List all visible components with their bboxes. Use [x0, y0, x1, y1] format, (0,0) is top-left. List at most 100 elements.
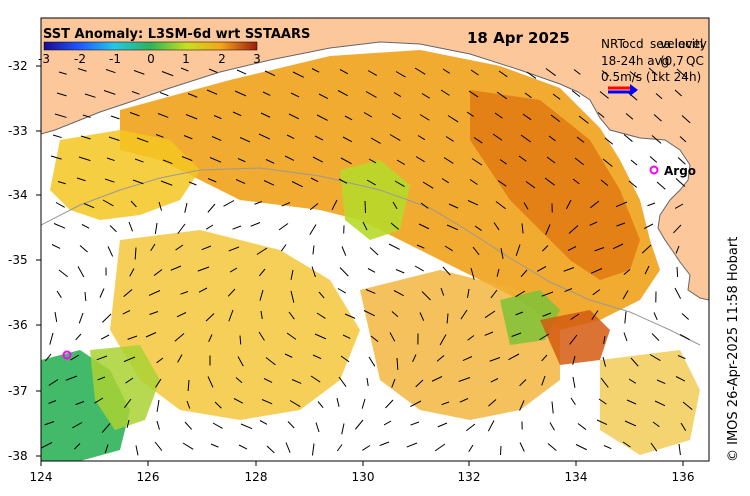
- argo-label: Argo: [664, 164, 696, 178]
- velocity-arrow: [440, 287, 445, 296]
- velocity-arrow: [466, 288, 470, 298]
- velocity-arrow: [260, 310, 263, 319]
- velocity-arrow: [370, 335, 379, 342]
- velocity-arrow: [58, 269, 68, 278]
- velocity-arrow: [594, 247, 605, 252]
- velocity-arrow: [212, 422, 223, 429]
- velocity-arrow: [551, 401, 554, 414]
- velocity-arrow: [467, 200, 479, 206]
- velocity-arrow: [565, 199, 572, 210]
- velocity-arrow: [446, 313, 449, 324]
- velocity-arrow: [336, 397, 340, 407]
- velocity-arrow: [53, 223, 66, 229]
- velocity-arrow: [674, 203, 684, 209]
- velocity-arrow: [445, 136, 454, 142]
- velocity-arrow: [232, 225, 242, 230]
- velocity-arrow: [682, 401, 693, 410]
- velocity-arrow: [291, 379, 302, 384]
- velocity-arrow: [312, 354, 322, 360]
- velocity-arrow: [469, 179, 478, 185]
- velocity-arrow: [388, 243, 400, 250]
- velocity-arrow: [552, 93, 561, 100]
- velocity-arrow: [616, 222, 626, 227]
- velocity-arrow: [522, 113, 532, 121]
- velocity-arrow: [337, 288, 346, 294]
- velocity-arrow: [214, 401, 222, 409]
- velocity-arrow: [440, 89, 450, 96]
- velocity-arrow: [177, 223, 186, 234]
- velocity-arrow: [680, 422, 687, 431]
- velocity-arrow: [157, 113, 169, 118]
- x-tick: 136: [672, 470, 695, 484]
- velocity-arrow: [235, 377, 243, 384]
- velocity-arrow: [310, 375, 321, 383]
- velocity-arrow: [676, 266, 679, 278]
- velocity-arrow: [542, 312, 552, 317]
- velocity-arrow: [653, 114, 662, 122]
- velocity-arrow: [48, 379, 59, 386]
- velocity-arrow: [160, 180, 173, 186]
- velocity-arrow: [458, 377, 471, 382]
- velocity-arrow: [309, 203, 319, 211]
- velocity-arrow: [436, 355, 445, 362]
- velocity-arrow: [499, 159, 507, 165]
- velocity-arrow: [77, 68, 87, 72]
- velocity-arrow: [331, 199, 338, 211]
- velocity-arrow: [56, 290, 62, 298]
- velocity-arrow: [624, 311, 627, 324]
- velocity-arrow: [442, 68, 451, 74]
- velocity-arrow: [681, 313, 690, 320]
- velocity-arrow: [406, 442, 418, 448]
- velocity-arrow: [174, 333, 185, 342]
- velocity-arrow: [515, 311, 524, 316]
- colorbar-tick: -3: [38, 52, 50, 66]
- velocity-arrow: [263, 378, 273, 383]
- velocity-arrow: [385, 399, 394, 409]
- velocity-arrow: [544, 177, 555, 186]
- velocity-arrow: [524, 92, 532, 99]
- velocity-arrow: [75, 401, 85, 406]
- velocity-arrow: [341, 423, 345, 435]
- velocity-arrow: [132, 179, 144, 185]
- velocity-arrow: [339, 267, 349, 277]
- velocity-arrow: [207, 178, 217, 183]
- colorbar: [43, 41, 258, 51]
- argo-float-icon: [62, 350, 72, 360]
- velocity-arrow: [238, 444, 248, 450]
- velocity-arrow: [50, 155, 62, 160]
- velocity-arrow: [107, 246, 114, 257]
- velocity-arrow: [134, 158, 144, 163]
- velocity-arrow: [289, 400, 301, 408]
- velocity-arrow: [629, 71, 638, 79]
- shelf-contour: [41, 167, 701, 346]
- velocity-arrow: [518, 155, 527, 162]
- velocity-arrow: [418, 223, 430, 230]
- velocity-arrow: [625, 113, 634, 120]
- velocity-arrow: [471, 158, 483, 166]
- plot-frame: [40, 17, 710, 462]
- velocity-arrow: [208, 334, 213, 342]
- velocity-arrow: [55, 202, 65, 208]
- velocity-arrow: [441, 401, 450, 406]
- colorbar-tick: 1: [182, 52, 190, 66]
- velocity-arrow: [577, 423, 587, 430]
- velocity-arrow: [649, 354, 661, 361]
- velocity-arrow: [578, 115, 589, 124]
- velocity-arrow: [370, 137, 381, 144]
- velocity-arrow: [546, 156, 556, 164]
- velocity-arrow: [209, 157, 222, 163]
- velocity-arrow: [602, 158, 613, 167]
- velocity-arrow: [135, 445, 139, 456]
- velocity-arrow: [393, 290, 404, 297]
- velocity-arrow: [366, 377, 369, 386]
- velocity-arrow: [239, 335, 242, 345]
- velocity-arrow: [598, 398, 607, 405]
- y-tick: -34: [8, 188, 28, 202]
- velocity-arrow: [592, 289, 601, 296]
- velocity-arrow: [341, 246, 347, 256]
- velocity-arrow: [210, 443, 219, 448]
- velocity-arrow: [675, 178, 686, 187]
- velocity-arrow: [264, 70, 276, 77]
- velocity-arrow: [72, 422, 83, 429]
